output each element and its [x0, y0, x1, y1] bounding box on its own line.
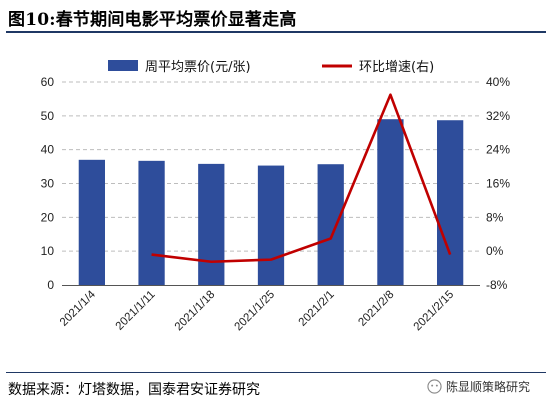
- wechat-icon: [427, 378, 442, 394]
- legend-label-bar: 周平均票价(元/张): [145, 60, 251, 75]
- bar: [138, 160, 165, 285]
- bar: [198, 163, 225, 285]
- x-tick-label: 2021/2/1: [297, 289, 337, 329]
- footer-rule: [6, 372, 546, 373]
- y-right-tick-label: 0%: [486, 244, 504, 258]
- data-source: 数据来源：灯塔数据，国泰君安证券研究: [8, 382, 260, 398]
- bar: [317, 164, 344, 285]
- legend-label-line: 环比增速(右): [359, 60, 434, 75]
- y-left-tick-label: 0: [47, 278, 54, 292]
- y-left-tick-label: 20: [41, 210, 55, 224]
- x-tick-label: 2021/2/15: [412, 289, 457, 334]
- title-rule: [6, 31, 546, 33]
- y-right-tick-label: 32%: [486, 109, 510, 123]
- x-tick-label: 2021/1/25: [232, 289, 277, 334]
- x-tick-label: 2021/2/8: [356, 289, 396, 329]
- y-left-tick-label: 40: [41, 143, 55, 157]
- watermark-text: 陈显顺策略研究: [446, 379, 531, 394]
- y-right-tick-label: -8%: [486, 278, 508, 292]
- growth-line: [151, 93, 452, 264]
- y-right-tick-label: 24%: [486, 143, 510, 157]
- y-left-tick-label: 50: [41, 109, 55, 123]
- bar-series: [78, 119, 464, 286]
- combo-chart: 0 10 20 30 40 50 60 -8% 0% 8% 16% 24% 32% 40% 2021/1/4…: [41, 60, 510, 334]
- y-right-tick-label: 8%: [486, 210, 504, 224]
- x-tick-label: 2021/1/4: [58, 288, 99, 329]
- legend: 周平均票价(元/张) 环比增速(右): [108, 60, 434, 75]
- chart-title: 图10:春节期间电影平均票价显著走高: [8, 10, 297, 30]
- y-left-tick-label: 30: [41, 177, 55, 191]
- bar: [78, 159, 105, 285]
- x-tick-label: 2021/1/18: [173, 289, 218, 334]
- bar: [377, 119, 404, 285]
- bar: [437, 120, 464, 286]
- line-series: [151, 93, 452, 264]
- y-left-tick-label: 10: [41, 244, 55, 258]
- y-right-tick-label: 40%: [486, 75, 510, 89]
- watermark: 陈显顺策略研究: [423, 374, 535, 398]
- y-left-tick-label: 60: [41, 75, 55, 89]
- x-tick-label: 2021/1/11: [114, 289, 158, 333]
- y-right-tick-label: 16%: [486, 177, 510, 191]
- legend-swatch-bar: [108, 60, 138, 71]
- bar: [257, 165, 285, 285]
